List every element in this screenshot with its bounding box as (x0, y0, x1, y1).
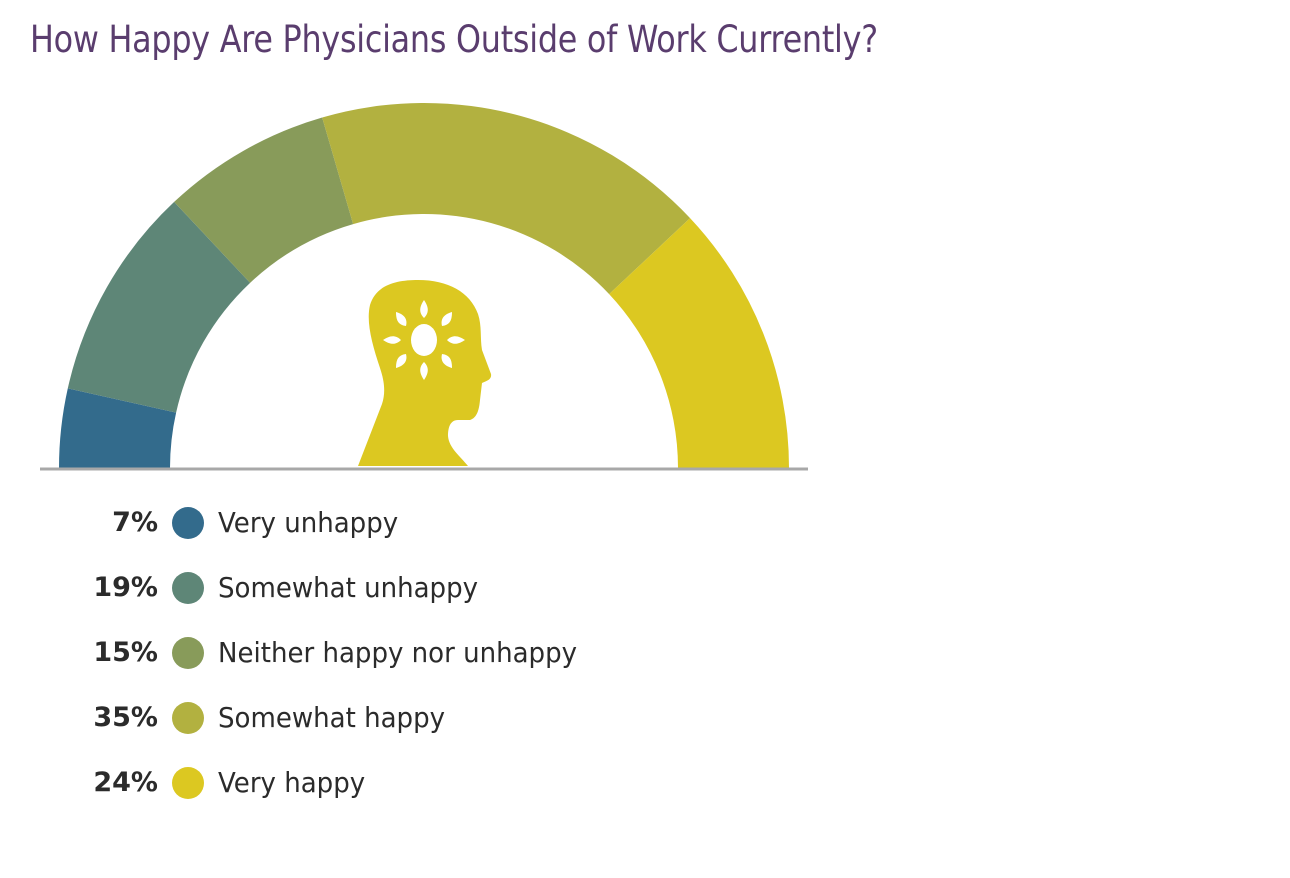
chart-legend: 7% Very unhappy 19% Somewhat unhappy 15%… (80, 490, 604, 815)
legend-label: Somewhat happy (218, 701, 446, 734)
legend-item: 19% Somewhat unhappy (80, 555, 604, 620)
legend-percent: 19% (93, 572, 158, 603)
gauge-segment-very-happy (609, 218, 789, 468)
legend-percent: 35% (93, 702, 158, 733)
legend-swatch (172, 571, 204, 604)
legend-item: 15% Neither happy nor unhappy (80, 620, 604, 685)
gauge-segment-very-unhappy (59, 388, 177, 468)
semicircle-gauge-chart (40, 102, 808, 471)
legend-label: Neither happy nor unhappy (218, 636, 578, 669)
legend-label: Somewhat unhappy (218, 571, 479, 604)
legend-swatch (172, 636, 204, 669)
sun-symbol (383, 300, 465, 380)
legend-swatch (172, 766, 204, 799)
legend-label: Very unhappy (218, 506, 399, 539)
legend-label: Very happy (218, 766, 366, 799)
gauge-segment-somewhat-happy (322, 102, 691, 295)
legend-swatch (172, 506, 204, 539)
legend-percent: 15% (93, 637, 158, 668)
gauge-segment-neither-happy-nor-unhappy (174, 117, 354, 283)
legend-swatch (172, 701, 204, 734)
legend-percent: 7% (112, 507, 158, 538)
legend-item: 35% Somewhat happy (80, 685, 604, 750)
gauge-segments (59, 102, 789, 468)
legend-percent: 24% (93, 767, 158, 798)
legend-item: 24% Very happy (80, 750, 604, 815)
chart-title: How Happy Are Physicians Outside of Work… (30, 18, 878, 61)
gauge-segment-somewhat-unhappy (67, 201, 251, 413)
legend-item: 7% Very unhappy (80, 490, 604, 555)
